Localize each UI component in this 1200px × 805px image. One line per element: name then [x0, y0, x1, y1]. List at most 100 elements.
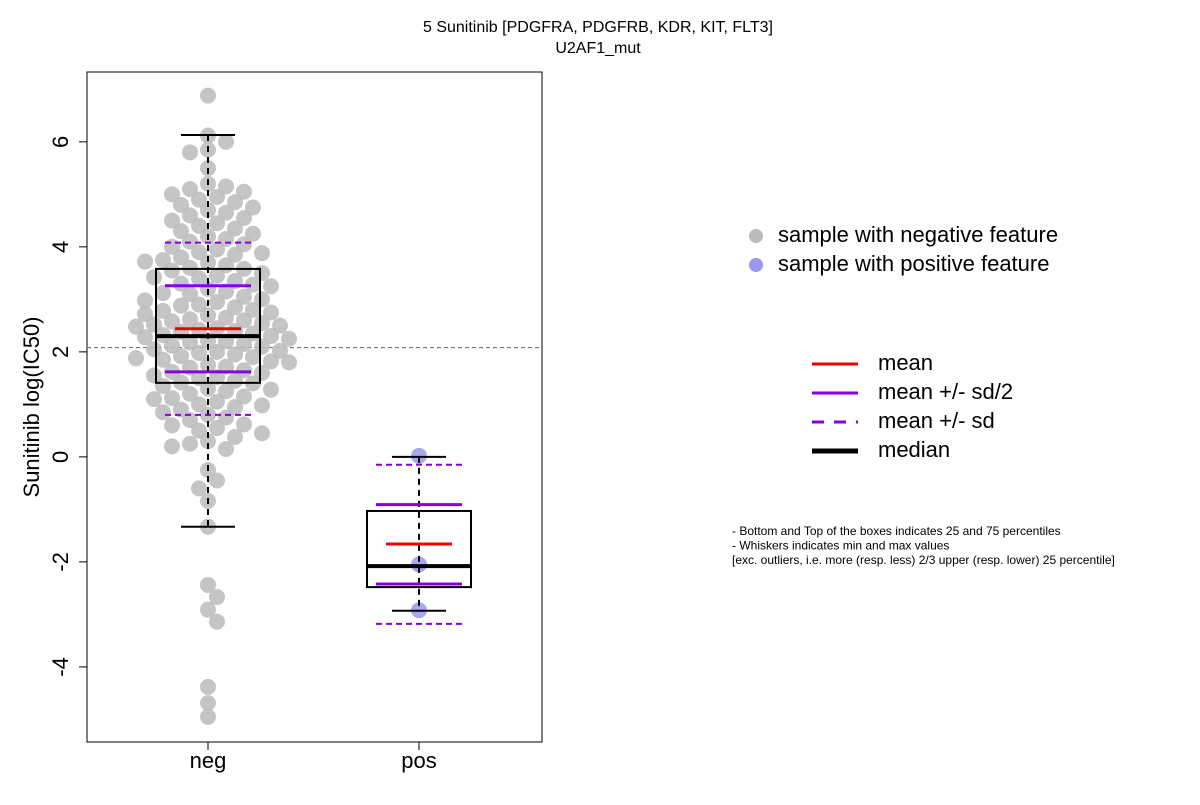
legend-label: sample with negative feature — [778, 222, 1058, 247]
sample-point — [218, 178, 234, 195]
y-tick-label: 0 — [48, 451, 73, 463]
sample-point — [155, 351, 171, 368]
sample-point — [254, 338, 270, 355]
legend-label: mean +/- sd — [878, 408, 995, 433]
sample-point — [191, 244, 207, 261]
note: [exc. outliers, i.e. more (resp. less) 2… — [732, 553, 1115, 567]
y-tick-label: 4 — [48, 241, 73, 253]
sample-point — [218, 441, 234, 458]
sample-point — [272, 342, 288, 359]
sample-point — [263, 278, 279, 295]
y-tick-label: 2 — [48, 346, 73, 358]
sample-point — [182, 385, 198, 402]
sample-point — [209, 393, 225, 410]
sample-point — [164, 337, 180, 354]
sample-point — [209, 343, 225, 360]
sample-point — [236, 416, 252, 433]
sample-point — [236, 362, 252, 379]
sample-point — [209, 420, 225, 437]
sample-point — [263, 381, 279, 398]
sample-point — [209, 472, 225, 489]
sample-point — [164, 212, 180, 229]
x-tick-label: neg — [190, 748, 227, 773]
sample-point — [245, 199, 261, 216]
sample-point — [155, 404, 171, 421]
sample-point — [173, 297, 189, 314]
sample-point — [245, 301, 261, 318]
sample-point — [218, 133, 234, 150]
sample-point — [200, 577, 216, 594]
sample-point — [236, 236, 252, 253]
y-tick-label: 6 — [48, 136, 73, 148]
sample-point — [236, 335, 252, 352]
legend-label: mean +/- sd/2 — [878, 379, 1013, 404]
sample-point — [146, 316, 162, 333]
sample-point — [254, 425, 270, 442]
sample-point — [182, 233, 198, 250]
plot-frame — [86, 71, 543, 743]
sample-point — [182, 435, 198, 452]
sample-point — [182, 144, 198, 161]
sample-point — [209, 293, 225, 310]
sample-point — [209, 613, 225, 630]
sample-point — [137, 306, 153, 323]
sample-point — [191, 217, 207, 234]
sample-point — [272, 317, 288, 334]
sample-point — [254, 291, 270, 308]
sample-point — [164, 390, 180, 407]
sample-point — [227, 372, 243, 389]
sample-point — [164, 313, 180, 330]
sample-point — [164, 262, 180, 279]
legend-label: sample with positive feature — [778, 251, 1049, 276]
x-tick-label: pos — [401, 748, 436, 773]
sample-point — [200, 695, 216, 712]
sample-point — [200, 356, 216, 373]
legend-marker — [749, 229, 763, 243]
sample-point — [218, 283, 234, 300]
sample-point — [191, 480, 207, 497]
sample-point — [182, 334, 198, 351]
note: - Whiskers indicates min and max values — [732, 539, 949, 553]
sample-point — [173, 196, 189, 213]
sample-point — [173, 223, 189, 240]
sample-point — [227, 399, 243, 415]
sample-point — [254, 245, 270, 262]
sample-point — [173, 275, 189, 292]
sample-point — [191, 344, 207, 361]
sample-point — [263, 328, 279, 345]
sample-point — [155, 285, 171, 302]
sample-point — [245, 225, 261, 242]
sample-point — [200, 202, 216, 219]
sample-point — [137, 292, 153, 309]
legend-label: median — [878, 437, 950, 462]
sample-point — [254, 397, 270, 414]
sample-point — [200, 678, 216, 695]
sample-point — [182, 412, 198, 429]
note: - Bottom and Top of the boxes indicates … — [732, 524, 1061, 538]
sample-point — [218, 383, 234, 400]
box — [155, 267, 261, 384]
sample-point — [200, 708, 216, 725]
sample-point — [173, 348, 189, 365]
sample-point — [218, 409, 234, 426]
sample-point — [182, 181, 198, 198]
y-axis-label: Sunitinib log(IC50) — [19, 317, 44, 498]
sample-point — [245, 276, 261, 293]
sample-point — [146, 391, 162, 408]
sample-point — [227, 220, 243, 237]
sample-point — [209, 267, 225, 284]
sample-point — [254, 364, 270, 381]
legend-marker — [749, 258, 763, 272]
sample-point — [200, 433, 216, 450]
sample-point — [128, 318, 144, 335]
y-tick-label: -2 — [48, 552, 73, 572]
sample-point — [128, 350, 144, 367]
sample-point — [227, 428, 243, 445]
sample-point — [263, 304, 279, 321]
sample-point — [245, 349, 261, 366]
y-tick-label: -4 — [48, 657, 73, 677]
sample-point — [254, 314, 270, 331]
sample-point — [182, 259, 198, 276]
sample-point — [227, 346, 243, 363]
sample-point — [182, 207, 198, 224]
